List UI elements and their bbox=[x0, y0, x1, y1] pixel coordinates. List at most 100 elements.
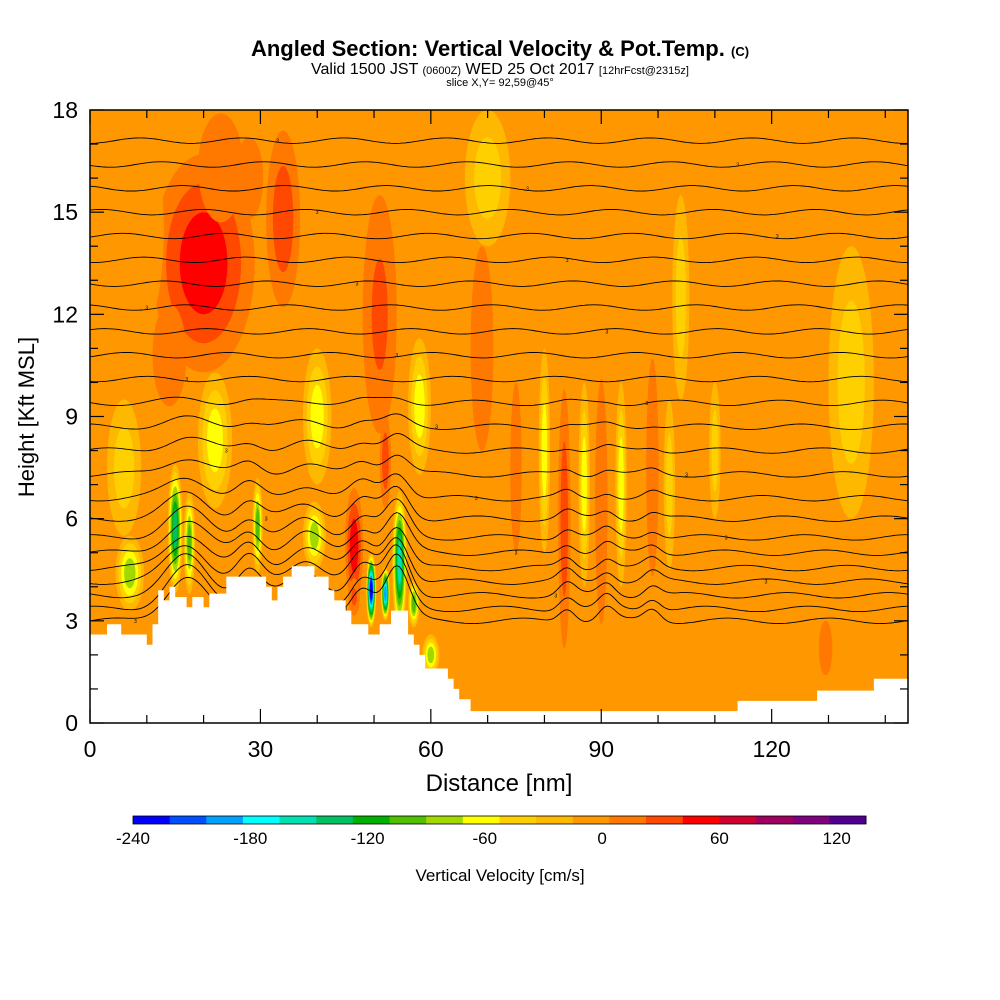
subtitle-utc-time: (0600Z) bbox=[422, 65, 462, 77]
theta-contour bbox=[90, 512, 908, 556]
colorbar-label: Vertical Velocity [cm/s] bbox=[415, 866, 584, 885]
terrain-mask bbox=[90, 566, 908, 723]
theta-contour-label: 3 bbox=[765, 580, 768, 586]
velocity-cell bbox=[578, 382, 590, 587]
velocity-band bbox=[470, 246, 494, 451]
y-tick-label: 18 bbox=[52, 97, 78, 123]
theta-contour-label: 3 bbox=[645, 401, 648, 407]
chart-title-badge: (C) bbox=[731, 44, 750, 59]
velocity-band bbox=[597, 428, 605, 576]
theta-contour-label: 3 bbox=[265, 517, 268, 523]
x-tick-label: 120 bbox=[752, 736, 790, 762]
velocity-cell bbox=[615, 382, 627, 587]
velocity-cell bbox=[392, 491, 407, 635]
colorbar-swatch bbox=[536, 816, 574, 824]
velocity-cell bbox=[408, 338, 431, 475]
velocity-band bbox=[179, 212, 228, 315]
theta-contour-label: 3 bbox=[776, 234, 779, 240]
theta-contour-label: 3 bbox=[435, 425, 438, 431]
velocity-band bbox=[581, 436, 587, 533]
slice-info: slice X,Y= 92,59@45° bbox=[446, 77, 554, 89]
velocity-cell bbox=[510, 382, 522, 553]
x-tick-label: 30 bbox=[248, 736, 274, 762]
theta-contour-label: 3 bbox=[395, 353, 398, 359]
x-tick-label: 60 bbox=[418, 736, 444, 762]
y-axis: 0 3 6 9 12 15 18 bbox=[52, 97, 908, 736]
velocity-cell bbox=[167, 464, 183, 594]
velocity-cell bbox=[558, 389, 571, 649]
theta-contour bbox=[90, 304, 908, 311]
velocity-band bbox=[711, 409, 719, 492]
velocity-cell bbox=[470, 246, 494, 451]
y-axis-label: Height [Kft MSL] bbox=[14, 337, 39, 497]
theta-contour bbox=[90, 328, 908, 335]
theta-contour-label: 3 bbox=[356, 282, 359, 288]
velocity-cells bbox=[107, 110, 874, 676]
colorbar: -240 -180 -120 -60 0 60 120 bbox=[116, 815, 867, 848]
x-axis-label: Distance [nm] bbox=[426, 770, 573, 797]
theta-contour-label: 3 bbox=[515, 551, 518, 557]
velocity-band bbox=[397, 541, 402, 585]
theta-contour bbox=[90, 280, 908, 287]
velocity-band bbox=[382, 432, 389, 490]
velocity-cell bbox=[663, 399, 676, 570]
theta-contour bbox=[90, 498, 908, 541]
velocity-band bbox=[427, 646, 435, 664]
theta-contour bbox=[90, 137, 908, 144]
velocity-band bbox=[272, 165, 294, 273]
velocity-band bbox=[414, 374, 425, 439]
velocity-cell bbox=[818, 620, 833, 676]
y-tick-label: 0 bbox=[65, 710, 78, 736]
colorbar-swatch bbox=[242, 816, 280, 824]
velocity-cell bbox=[115, 535, 144, 611]
colorbar-swatch bbox=[169, 816, 207, 824]
velocity-band bbox=[309, 522, 319, 550]
velocity-cell bbox=[266, 130, 301, 308]
colorbar-swatch bbox=[829, 816, 867, 824]
theta-contour bbox=[90, 375, 908, 383]
theta-contour bbox=[90, 485, 908, 522]
x-tick-label: 90 bbox=[588, 736, 614, 762]
theta-contour-label: 3 bbox=[316, 210, 319, 216]
colorbar-tick-label: 0 bbox=[597, 829, 606, 848]
colorbar-swatch bbox=[609, 816, 647, 824]
colorbar-swatch bbox=[426, 816, 464, 824]
theta-contour-label: 3 bbox=[526, 186, 529, 192]
velocity-cell bbox=[464, 110, 511, 247]
theta-contour-label: 3 bbox=[566, 258, 569, 264]
y-tick-label: 6 bbox=[65, 506, 78, 532]
velocity-cell bbox=[252, 477, 263, 574]
velocity-band bbox=[618, 436, 624, 533]
velocity-cell bbox=[380, 566, 390, 621]
theta-contour-label: 3 bbox=[344, 607, 347, 613]
velocity-cell bbox=[348, 578, 360, 616]
velocity-field: 333333333333333333333333 bbox=[90, 110, 908, 723]
velocity-band bbox=[560, 441, 568, 597]
theta-contour-label: 3 bbox=[276, 139, 279, 145]
velocity-band bbox=[198, 113, 244, 223]
velocity-band bbox=[351, 588, 357, 606]
theta-contour-label: 3 bbox=[606, 329, 609, 335]
theta-contour bbox=[90, 454, 908, 478]
y-tick-label: 12 bbox=[52, 301, 78, 327]
velocity-band bbox=[572, 144, 607, 281]
theta-contour bbox=[90, 185, 908, 192]
theta-contour-label: 3 bbox=[475, 496, 478, 502]
chart-subtitle: Valid 1500 JST (0600Z) WED 25 Oct 2017 [… bbox=[0, 61, 1000, 79]
velocity-band bbox=[510, 382, 522, 553]
colorbar-swatch bbox=[756, 816, 794, 824]
theta-contour-label: 3 bbox=[725, 535, 728, 541]
colorbar-frame bbox=[132, 815, 867, 825]
velocity-band bbox=[187, 524, 192, 561]
subtitle-valid-time: Valid 1500 JST bbox=[311, 61, 419, 78]
velocity-cell bbox=[595, 379, 608, 625]
velocity-cell bbox=[379, 413, 392, 509]
colorbar-tick-label: 60 bbox=[710, 829, 729, 848]
x-tick-label: 0 bbox=[84, 736, 97, 762]
theta-contour-label: 3 bbox=[185, 377, 188, 383]
velocity-band bbox=[124, 558, 136, 589]
velocity-cell bbox=[709, 382, 721, 519]
chart-title-main: Angled Section: Vertical Velocity & Pot.… bbox=[250, 36, 725, 61]
velocity-band bbox=[675, 235, 686, 359]
colorbar-swatch bbox=[646, 816, 684, 824]
